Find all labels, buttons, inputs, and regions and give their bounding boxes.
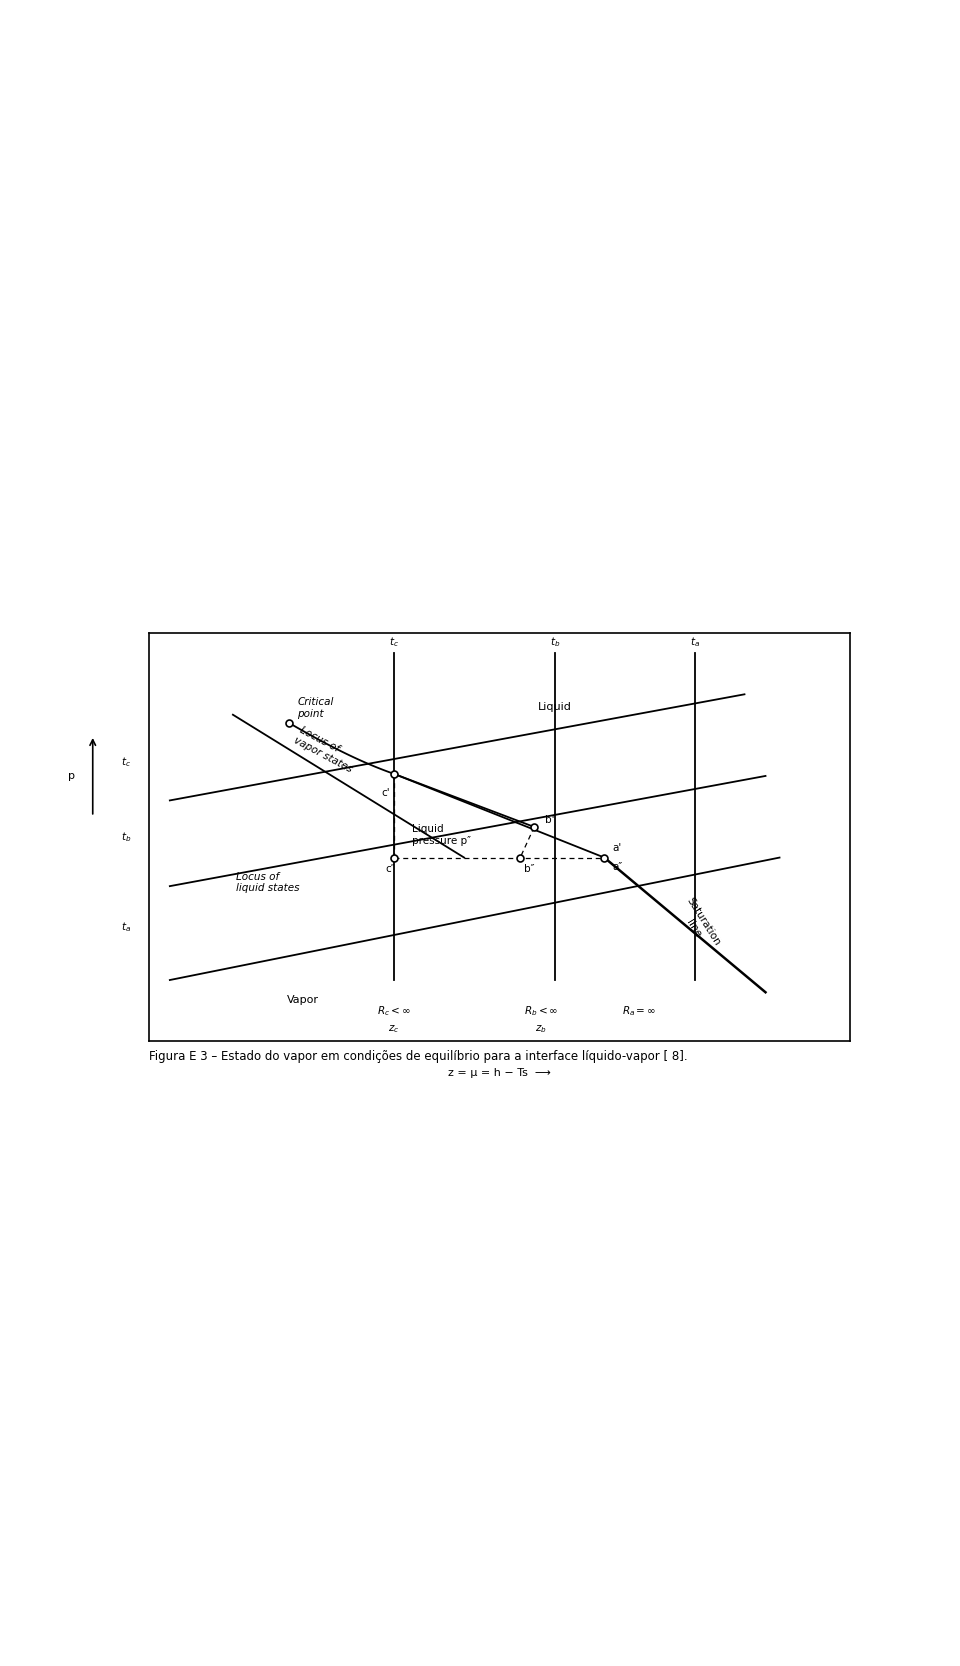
Text: Locus of
vapor states: Locus of vapor states bbox=[293, 725, 360, 775]
Text: Locus of
liquid states: Locus of liquid states bbox=[236, 871, 300, 893]
Text: $z_b$: $z_b$ bbox=[536, 1023, 547, 1035]
Text: p: p bbox=[68, 771, 75, 781]
Text: $t_b$: $t_b$ bbox=[550, 635, 561, 648]
Text: b″: b″ bbox=[524, 863, 534, 873]
Text: Liquid
pressure p″: Liquid pressure p″ bbox=[412, 825, 470, 846]
Text: $t_a$: $t_a$ bbox=[690, 635, 701, 648]
Text: Saturation
line: Saturation line bbox=[675, 896, 723, 955]
Text: a″: a″ bbox=[612, 861, 623, 871]
Text: z = μ = h − Ts  ⟶: z = μ = h − Ts ⟶ bbox=[447, 1068, 551, 1078]
Text: $R_c < \infty$: $R_c < \infty$ bbox=[377, 1003, 411, 1018]
Text: $t_c$: $t_c$ bbox=[121, 755, 132, 768]
Text: Critical
point: Critical point bbox=[298, 696, 334, 718]
Text: c': c' bbox=[381, 788, 390, 798]
Text: Vapor: Vapor bbox=[287, 995, 319, 1006]
Text: b': b' bbox=[544, 815, 554, 825]
Text: $t_c$: $t_c$ bbox=[389, 635, 399, 648]
Text: Liquid: Liquid bbox=[539, 701, 572, 711]
Text: $R_b < \infty$: $R_b < \infty$ bbox=[524, 1003, 559, 1018]
Text: $R_a = \infty$: $R_a = \infty$ bbox=[622, 1003, 657, 1018]
Text: $t_b$: $t_b$ bbox=[121, 830, 132, 845]
Text: c″: c″ bbox=[386, 863, 396, 873]
Text: $t_a$: $t_a$ bbox=[121, 920, 132, 935]
Text: a': a' bbox=[612, 843, 622, 853]
Text: Figura E 3 – Estado do vapor em condições de equilíbrio para a interface líquido: Figura E 3 – Estado do vapor em condiçõe… bbox=[149, 1050, 687, 1063]
Text: $z_c$: $z_c$ bbox=[389, 1023, 399, 1035]
